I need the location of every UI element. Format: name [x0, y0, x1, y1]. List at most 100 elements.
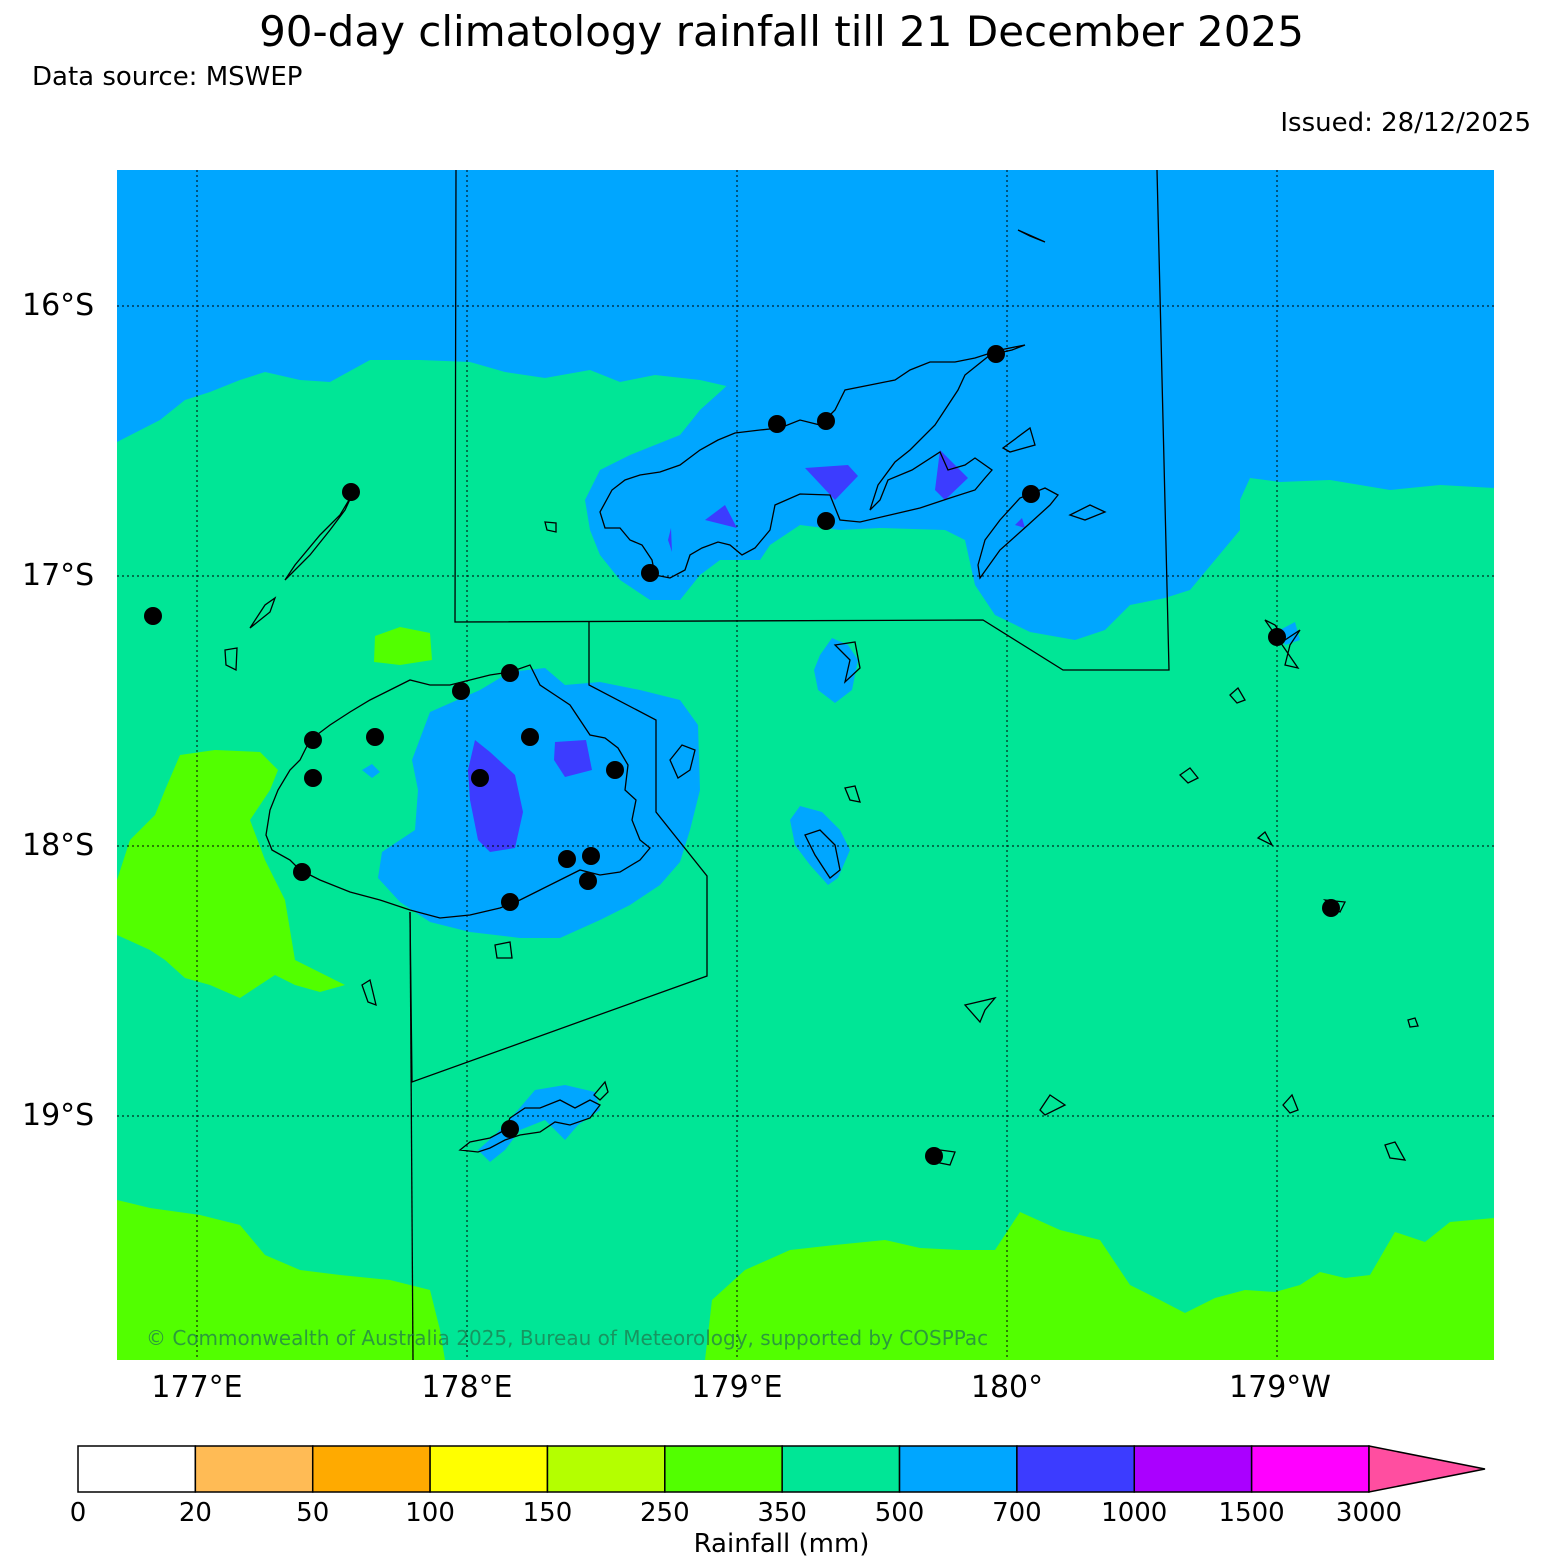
station-marker	[1322, 899, 1340, 917]
colorbar-tick-label: 100	[405, 1498, 455, 1528]
island-coast	[1229, 686, 1246, 704]
station-marker	[293, 863, 311, 881]
island-coast	[1017, 229, 1046, 243]
station-marker	[768, 415, 786, 433]
issued-date-label: Issued: 28/12/2025	[1280, 108, 1531, 138]
rain-zone-500-700	[790, 806, 850, 885]
rain-zone-north-500-700	[117, 170, 1494, 640]
island-coast	[963, 996, 997, 1024]
longitude-label-179e: 179°E	[691, 1370, 783, 1405]
vanua-levu-coast	[599, 344, 1026, 579]
station-marker	[1022, 485, 1040, 503]
colorbar-tick-label: 20	[178, 1498, 212, 1528]
rain-zone-250-350-south	[705, 1212, 1494, 1360]
colorbar-segment	[1250, 1445, 1370, 1493]
colorbar-segment	[77, 1445, 197, 1493]
island-coast	[1068, 504, 1107, 521]
station-marker	[342, 483, 360, 501]
station-marker	[501, 664, 519, 682]
island-coast	[844, 785, 861, 803]
western-boundary-line	[409, 911, 414, 1360]
longitude-label-180: 180°	[970, 1370, 1044, 1405]
station-marker	[1268, 628, 1286, 646]
station-markers	[144, 345, 1340, 1165]
colorbar-tick-label: 1500	[1218, 1498, 1285, 1528]
latitude-label-18s: 18°S	[22, 828, 95, 863]
island-coast	[1001, 426, 1036, 453]
island-coast	[1264, 619, 1301, 670]
longitude-label-177e: 177°E	[151, 1370, 243, 1405]
station-marker	[501, 1120, 519, 1138]
rain-zone-500-700	[814, 638, 858, 703]
island-coast	[224, 647, 238, 672]
station-marker	[452, 682, 470, 700]
colorbar-segment	[1133, 1445, 1253, 1493]
station-marker	[987, 345, 1005, 363]
island-coast	[1407, 1017, 1419, 1028]
station-marker	[606, 761, 624, 779]
colorbar-segment	[781, 1445, 901, 1493]
taveuni-coast	[977, 487, 1059, 580]
colorbar-segment	[311, 1445, 431, 1493]
colorbar-tick-label: 350	[757, 1498, 807, 1528]
island-coast	[494, 941, 513, 959]
island-coast	[1178, 767, 1200, 784]
island-coast	[1039, 1094, 1067, 1116]
island-coast	[544, 521, 557, 533]
station-marker	[471, 769, 489, 787]
northern-division-boundary	[454, 170, 1170, 671]
longitude-label-179w: 179°W	[1229, 1370, 1331, 1405]
station-marker	[366, 728, 384, 746]
rain-zone-700-1000	[935, 450, 968, 500]
longitude-label-178e: 178°E	[421, 1370, 513, 1405]
station-marker	[579, 872, 597, 890]
station-marker	[304, 731, 322, 749]
rain-zone-viti-levu-west-500-700	[362, 764, 380, 778]
colorbar-extend-arrow	[1368, 1445, 1486, 1493]
island-coast	[249, 596, 277, 629]
rain-zone-700-1000	[468, 740, 523, 852]
station-marker	[925, 1147, 943, 1165]
rain-zone-700-1000	[1015, 518, 1025, 528]
station-marker	[558, 850, 576, 868]
rain-zone-kadavu-500-700	[478, 1085, 600, 1162]
map-area	[117, 170, 1494, 1360]
colorbar-tick-label: 0	[69, 1498, 87, 1528]
rain-zone-700-1000	[668, 528, 672, 552]
station-marker	[144, 607, 162, 625]
colorbar-tick-label: 1000	[1101, 1498, 1168, 1528]
station-marker	[501, 893, 519, 911]
colorbar-segment	[429, 1445, 549, 1493]
rain-zone-viti-levu-500-700	[378, 668, 700, 938]
rain-zone-700-1000	[554, 740, 592, 777]
island-coast	[1282, 1093, 1299, 1114]
island-coast	[1384, 1141, 1407, 1161]
colorbar-segment	[546, 1445, 666, 1493]
station-marker	[641, 564, 659, 582]
rain-zone-250-350	[374, 627, 432, 665]
colorbar-tick-label: 250	[639, 1498, 690, 1528]
latitude-label-19s: 19°S	[22, 1098, 95, 1133]
colorbar-tick-label: 3000	[1335, 1498, 1403, 1528]
island-coast	[1256, 830, 1274, 847]
station-marker	[521, 728, 539, 746]
station-marker	[817, 412, 835, 430]
colorbar-tick-label: 700	[992, 1498, 1042, 1528]
graticule	[117, 170, 1494, 1360]
island-coast	[361, 978, 377, 1007]
colorbar-tick-label: 50	[296, 1498, 330, 1528]
latitude-label-17s: 17°S	[22, 558, 95, 593]
rain-zone-700-1000	[805, 465, 858, 500]
copyright-notice: © Commonwealth of Australia 2025, Bureau…	[146, 1326, 989, 1350]
colorbar-segment	[194, 1445, 314, 1493]
colorbar-tick-label: 500	[874, 1498, 925, 1528]
division-boundaries	[409, 170, 1170, 1360]
rain-zone-250-350-south	[117, 1200, 445, 1360]
rain-zone-250-350-west	[117, 750, 345, 998]
colorbar-segment	[898, 1445, 1018, 1493]
latitude-label-16s: 16°S	[22, 288, 95, 323]
data-source-label: Data source: MSWEP	[32, 62, 303, 92]
colorbar-tick-label: 150	[522, 1498, 573, 1528]
colorbar-segment	[1016, 1445, 1136, 1493]
